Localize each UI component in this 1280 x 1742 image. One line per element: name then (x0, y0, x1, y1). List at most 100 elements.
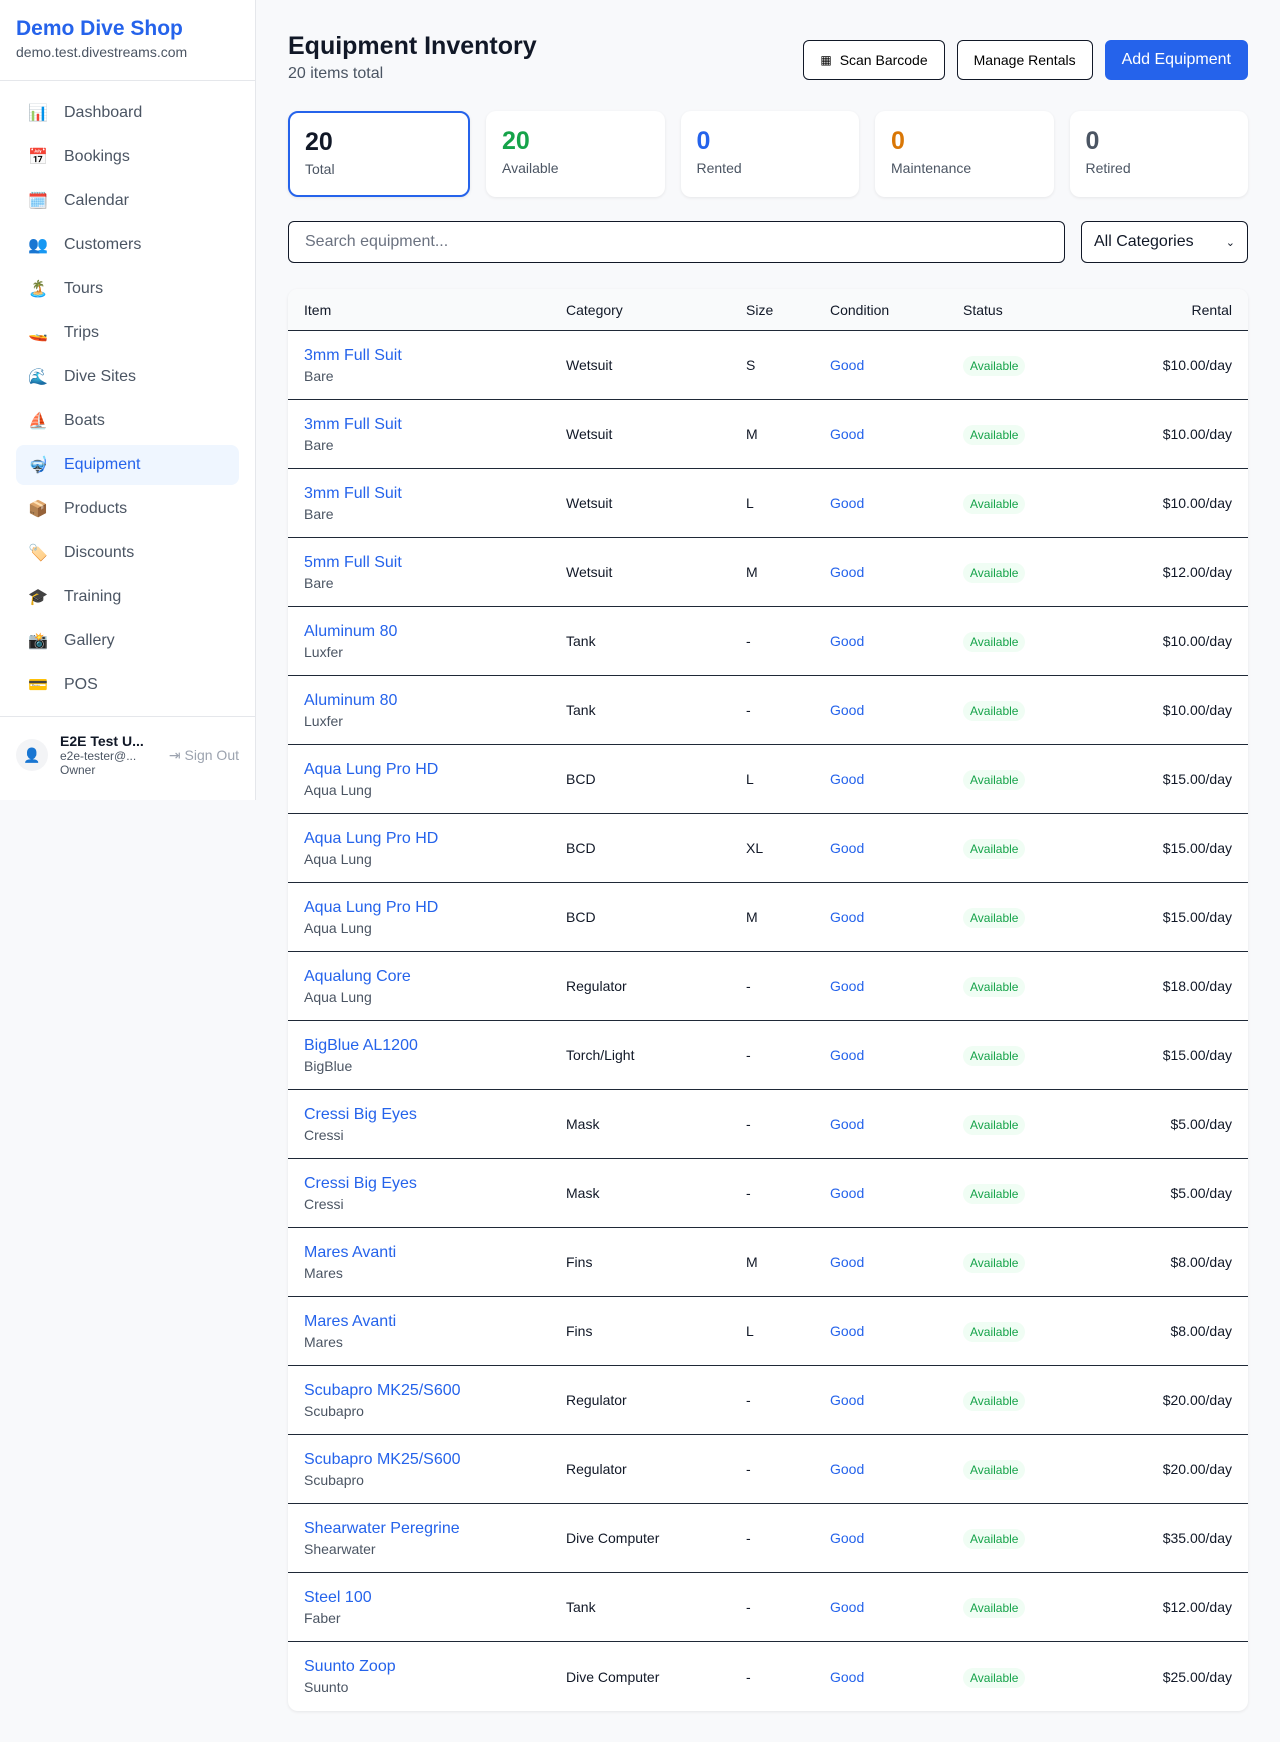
item-size: S (746, 357, 756, 373)
category-select[interactable]: All Categories ⌄ (1081, 221, 1248, 263)
item-name-link[interactable]: Scubapro MK25/S600 (304, 1450, 461, 1468)
item-size: - (746, 702, 751, 718)
user-email: e2e-tester@... (60, 749, 137, 763)
item-size: - (746, 633, 751, 649)
stat-card-total[interactable]: 20 Total (288, 111, 470, 197)
item-condition: Good (830, 978, 865, 994)
item-name-link[interactable]: Steel 100 (304, 1588, 372, 1606)
item-name-link[interactable]: Aluminum 80 (304, 691, 398, 709)
stat-card-rented[interactable]: 0 Rented (680, 111, 859, 197)
item-name-link[interactable]: 5mm Full Suit (304, 553, 402, 571)
item-category: Tank (566, 1599, 596, 1615)
col-condition: Condition (830, 301, 890, 318)
item-category: BCD (566, 840, 596, 856)
item-condition: Good (830, 564, 865, 580)
item-brand: Cressi (304, 1195, 344, 1212)
col-status: Status (963, 301, 1003, 318)
item-rental-price: $8.00/day (1170, 1323, 1233, 1339)
item-name-link[interactable]: Shearwater Peregrine (304, 1519, 460, 1537)
item-name-link[interactable]: Mares Avanti (304, 1312, 397, 1330)
item-rental-price: $15.00/day (1162, 909, 1232, 925)
item-size: L (746, 495, 754, 511)
sidebar-item-boats[interactable]: ⛵ Boats (16, 401, 239, 441)
sidebar-item-equipment[interactable]: 🤿 Equipment (16, 445, 239, 485)
status-badge: Available (963, 1322, 1026, 1342)
item-rental-price: $20.00/day (1162, 1392, 1232, 1408)
status-badge: Available (963, 839, 1026, 859)
add-equipment-button[interactable]: Add Equipment (1104, 40, 1248, 80)
sidebar-item-label: Customers (64, 236, 142, 253)
item-name-link[interactable]: Mares Avanti (304, 1243, 397, 1261)
item-name-link[interactable]: Cressi Big Eyes (304, 1174, 417, 1192)
item-name-link[interactable]: Cressi Big Eyes (304, 1105, 417, 1123)
table-row: Aqua Lung Pro HD Aqua Lung BCD L Good Ava… (288, 745, 1248, 814)
table-row: Aqualung Core Aqua Lung Regulator - Good … (288, 952, 1248, 1021)
sidebar-item-pos[interactable]: 💳 POS (16, 665, 239, 705)
status-badge: Available (963, 701, 1026, 721)
sidebar-item-bookings[interactable]: 📅 Bookings (16, 137, 239, 177)
item-name-link[interactable]: Aqualung Core (304, 967, 411, 985)
item-condition: Good (830, 1461, 865, 1477)
sign-out-icon: ⇥ (168, 746, 185, 763)
sidebar-item-trips[interactable]: 🚤 Trips (16, 313, 239, 353)
stat-card-retired[interactable]: 0 Retired (1069, 111, 1248, 197)
sign-out-button[interactable]: ⇥ Sign Out (169, 747, 239, 764)
item-brand: Luxfer (304, 712, 343, 729)
status-badge: Available (963, 1460, 1026, 1480)
sidebar-item-calendar[interactable]: 🗓️ Calendar (16, 181, 239, 221)
item-size: - (746, 1530, 751, 1546)
item-condition: Good (830, 1254, 865, 1270)
item-name-link[interactable]: 3mm Full Suit (304, 346, 402, 364)
item-name-link[interactable]: Aluminum 80 (304, 622, 398, 640)
table-row: Suunto Zoop Suunto Dive Computer - Good A… (288, 1642, 1248, 1711)
sidebar-item-label: Dive Sites (64, 368, 137, 385)
table-row: Aluminum 80 Luxfer Tank - Good Available … (288, 676, 1248, 745)
item-rental-price: $10.00/day (1162, 426, 1232, 442)
item-category: Dive Computer (566, 1530, 660, 1546)
status-badge: Available (963, 770, 1026, 790)
category-select-value: All Categories (1094, 233, 1194, 250)
item-size: M (746, 1254, 758, 1270)
sidebar-item-dive-sites[interactable]: 🌊 Dive Sites (16, 357, 239, 397)
customers-icon: 👥 (28, 237, 48, 254)
sidebar-item-gallery[interactable]: 📸 Gallery (16, 621, 239, 661)
scan-barcode-button[interactable]: ▦ Scan Barcode (803, 40, 945, 80)
status-badge: Available (963, 1529, 1026, 1549)
item-size: - (746, 978, 751, 994)
stat-card-available[interactable]: 20 Available (486, 111, 665, 197)
item-name-link[interactable]: Aqua Lung Pro HD (304, 760, 439, 778)
item-name-link[interactable]: Aqua Lung Pro HD (304, 829, 439, 847)
item-condition: Good (830, 1047, 865, 1063)
discounts-icon: 🏷️ (28, 545, 48, 562)
search-input[interactable] (288, 221, 1065, 263)
item-size: - (746, 1047, 751, 1063)
table-row: Steel 100 Faber Tank - Good Available $12… (288, 1573, 1248, 1642)
item-name-link[interactable]: Suunto Zoop (304, 1658, 396, 1675)
item-name-link[interactable]: Aqua Lung Pro HD (304, 898, 439, 916)
sidebar-item-label: Gallery (64, 632, 115, 649)
item-condition: Good (830, 357, 865, 373)
stat-card-maintenance[interactable]: 0 Maintenance (875, 111, 1054, 197)
item-name-link[interactable]: 3mm Full Suit (304, 415, 402, 433)
shop-name[interactable]: Demo Dive Shop (16, 17, 183, 40)
item-name-link[interactable]: 3mm Full Suit (304, 484, 402, 502)
item-category: Wetsuit (566, 564, 613, 580)
item-name-link[interactable]: BigBlue AL1200 (304, 1036, 418, 1054)
manage-rentals-button[interactable]: Manage Rentals (956, 40, 1093, 80)
item-category: Dive Computer (566, 1668, 660, 1685)
table-row: Aluminum 80 Luxfer Tank - Good Available … (288, 607, 1248, 676)
sidebar-item-label: Boats (64, 412, 105, 429)
sidebar-item-dashboard[interactable]: 📊 Dashboard (16, 93, 239, 133)
sidebar-item-discounts[interactable]: 🏷️ Discounts (16, 533, 239, 573)
sidebar-item-tours[interactable]: 🏝️ Tours (16, 269, 239, 309)
item-size: M (746, 426, 758, 442)
item-name-link[interactable]: Scubapro MK25/S600 (304, 1381, 461, 1399)
tours-icon: 🏝️ (28, 281, 48, 298)
item-brand: Aqua Lung (304, 850, 372, 867)
sidebar-item-training[interactable]: 🎓 Training (16, 577, 239, 617)
item-condition: Good (830, 495, 865, 511)
sidebar-item-customers[interactable]: 👥 Customers (16, 225, 239, 265)
main-content: Equipment Inventory 20 items total ▦ Scan… (288, 0, 1248, 1711)
sidebar-item-products[interactable]: 📦 Products (16, 489, 239, 529)
item-condition: Good (830, 909, 865, 925)
